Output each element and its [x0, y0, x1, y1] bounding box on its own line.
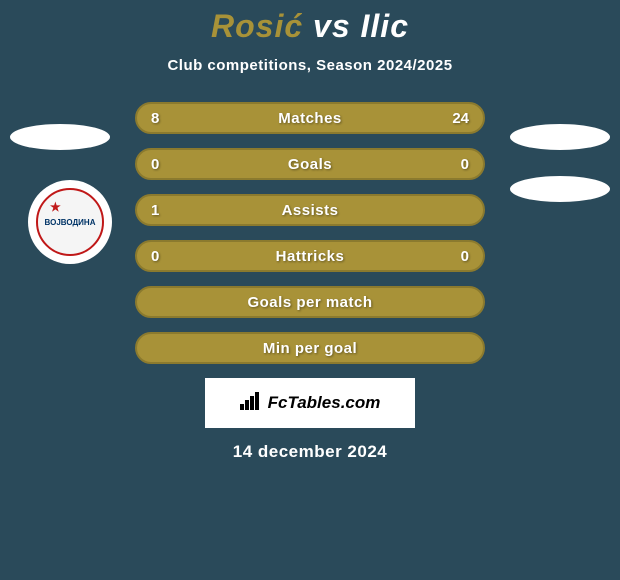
club-badge: ★ ВОЈВОДИНА: [28, 180, 112, 264]
stat-label: Hattricks: [276, 248, 345, 265]
stat-left-value: 0: [151, 156, 159, 173]
player1-name: Rosić: [211, 8, 303, 44]
subtitle: Club competitions, Season 2024/2025: [0, 57, 620, 74]
club-badge-inner: ★ ВОЈВОДИНА: [36, 188, 104, 256]
stat-left-value: 1: [151, 202, 159, 219]
stat-row-hattricks: 0 Hattricks 0: [135, 240, 485, 272]
stat-row-min-per-goal: Min per goal: [135, 332, 485, 364]
stat-right-value: 0: [461, 248, 469, 265]
vs-text: vs: [313, 8, 351, 44]
brand-text: FcTables.com: [268, 393, 381, 413]
date-text: 14 december 2024: [0, 442, 620, 462]
decoration-ellipse-right-bottom: [510, 176, 610, 202]
stat-label: Goals per match: [247, 294, 372, 311]
stat-row-assists: 1 Assists: [135, 194, 485, 226]
stat-left-value: 8: [151, 110, 159, 127]
stat-right-value: 0: [461, 156, 469, 173]
stat-row-goals-per-match: Goals per match: [135, 286, 485, 318]
stat-label: Goals: [288, 156, 332, 173]
chart-icon: [240, 392, 262, 415]
stat-row-goals: 0 Goals 0: [135, 148, 485, 180]
stat-label: Assists: [282, 202, 339, 219]
comparison-title: Rosić vs Ilic: [0, 8, 620, 45]
decoration-ellipse-right-top: [510, 124, 610, 150]
stat-left-value: 0: [151, 248, 159, 265]
brand-badge: FcTables.com: [205, 378, 415, 428]
player2-name: Ilic: [361, 8, 409, 44]
stat-label: Min per goal: [263, 340, 357, 357]
stats-table: 8 Matches 24 0 Goals 0 1 Assists 0 Hattr…: [135, 102, 485, 364]
stat-right-value: 24: [452, 110, 469, 127]
decoration-ellipse-left: [10, 124, 110, 150]
star-icon: ★: [50, 200, 61, 214]
stat-row-matches: 8 Matches 24: [135, 102, 485, 134]
club-badge-text: ВОЈВОДИНА: [45, 218, 96, 227]
stat-label: Matches: [278, 110, 342, 127]
